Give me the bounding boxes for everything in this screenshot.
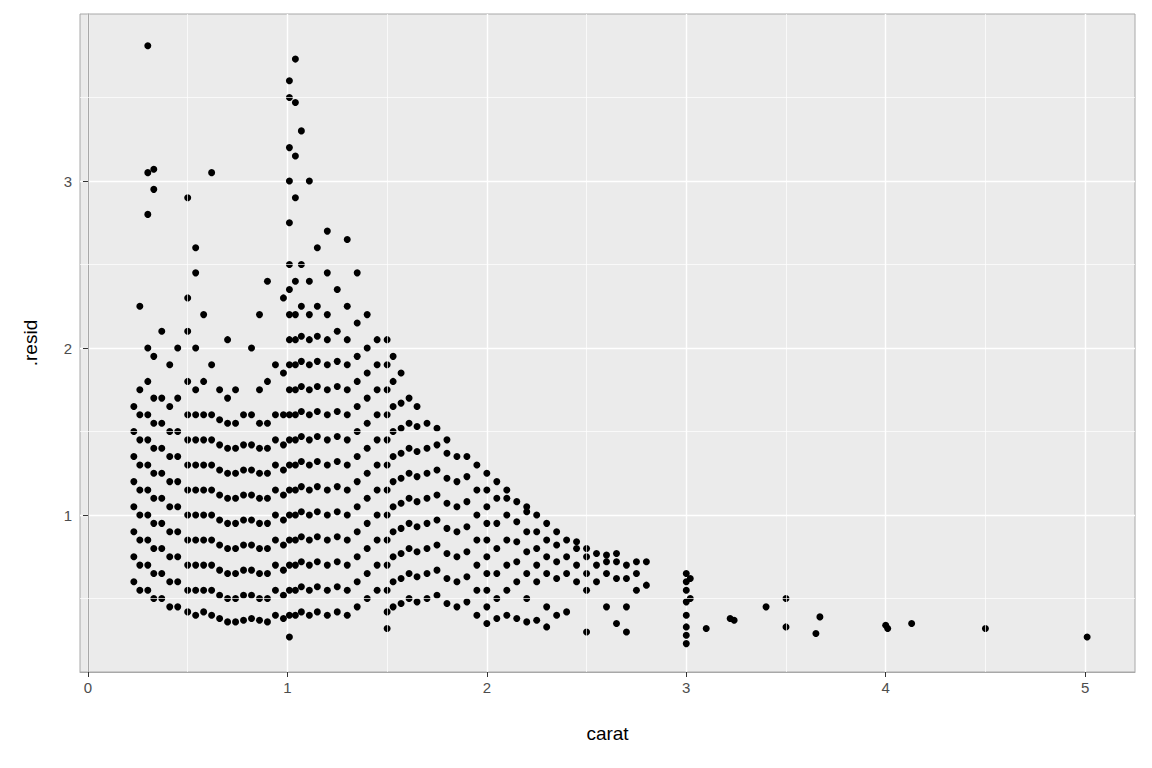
svg-text:3: 3 [64,173,72,190]
svg-text:carat: carat [586,723,629,744]
svg-text:.resid: .resid [20,320,41,366]
svg-text:2: 2 [64,340,72,357]
svg-text:1: 1 [283,679,291,696]
svg-text:4: 4 [882,679,890,696]
svg-text:1: 1 [64,507,72,524]
svg-text:5: 5 [1081,679,1089,696]
svg-text:0: 0 [84,679,92,696]
svg-text:3: 3 [682,679,690,696]
svg-text:2: 2 [483,679,491,696]
